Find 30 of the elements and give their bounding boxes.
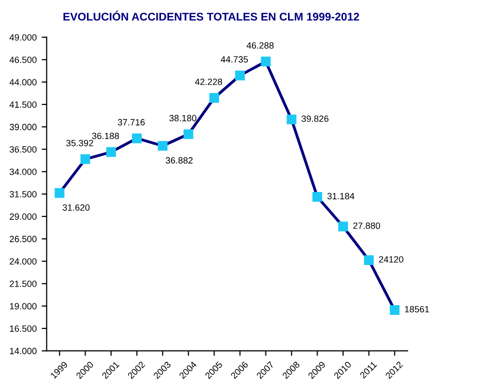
y-tick-label: 39.000	[10, 124, 37, 130]
y-tick-label: 34.000	[10, 168, 37, 175]
y-tick-label: 19.000	[10, 303, 37, 310]
data-label: 27.880	[353, 222, 380, 229]
y-tick-label: 31.500	[10, 191, 37, 198]
data-label: 37.716	[118, 119, 145, 126]
y-tick-label: 26.500	[10, 236, 37, 242]
chart-title: EVOLUCIÓN ACCIDENTES TOTALES EN CLM 1999-2012	[63, 10, 360, 21]
data-label: 39.826	[302, 115, 328, 122]
data-label: 36.188	[92, 132, 119, 140]
y-tick-label: 21.500	[10, 280, 37, 287]
y-tick-label: 44.000	[10, 79, 37, 86]
data-label: 31.620	[62, 204, 90, 211]
data-label: 36.882	[166, 157, 193, 164]
data-label: 35.392	[66, 140, 94, 146]
data-label: 24120	[379, 256, 404, 263]
y-tick-label: 46.500	[10, 56, 37, 63]
data-label: 31.184	[327, 192, 354, 200]
data-label: 42.228	[195, 78, 222, 86]
y-tick-label: 29.000	[10, 213, 37, 220]
data-label: 18561	[405, 306, 430, 312]
y-tick-label: 24.000	[10, 258, 37, 265]
data-label: 46.288	[246, 42, 274, 49]
data-label: 38.180	[169, 114, 196, 122]
y-tick-label: 14.000	[10, 348, 37, 354]
y-tick-label: 41.500	[10, 101, 37, 108]
y-tick-label: 36.500	[10, 146, 37, 153]
y-tick-label: 16.500	[10, 325, 37, 332]
data-label: 44.735	[220, 56, 248, 63]
y-tick-label: 49.000	[10, 34, 37, 41]
